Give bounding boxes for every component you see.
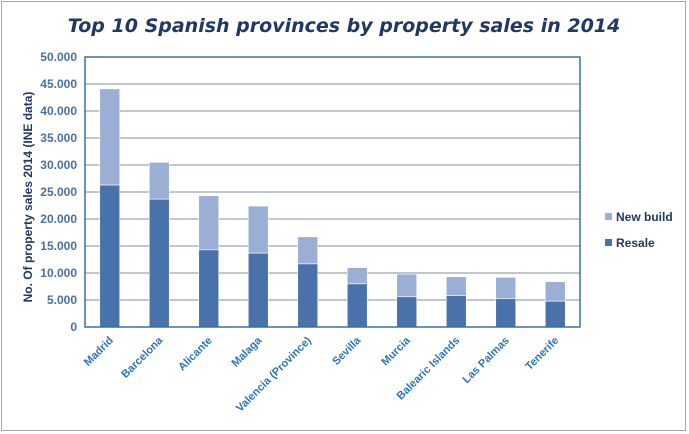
- bar-new-build: [495, 277, 517, 299]
- bar-new-build: [445, 276, 467, 296]
- y-tick-label: 35.000: [40, 131, 77, 145]
- legend-label: New build: [616, 210, 673, 224]
- bar-new-build: [297, 236, 319, 265]
- bar-resale: [495, 298, 517, 328]
- x-tick-label: Sevilla: [330, 334, 364, 368]
- bar-new-build: [198, 195, 220, 251]
- bar-resale: [148, 198, 170, 328]
- bar-new-build: [544, 281, 566, 302]
- y-tick-label: 45.000: [40, 77, 77, 91]
- bar-resale: [297, 263, 319, 328]
- x-tick-label: Las Palmas: [461, 335, 512, 386]
- x-tick-label: Tenerife: [523, 335, 561, 373]
- bar-resale: [247, 252, 269, 328]
- y-tick-label: 40.000: [40, 104, 77, 118]
- y-tick-label: 10.000: [40, 266, 77, 280]
- bar-resale: [198, 249, 220, 328]
- legend-swatch: [605, 239, 612, 246]
- plot-border: [84, 56, 581, 328]
- y-tick-label: 5.000: [47, 293, 77, 307]
- y-axis-label: No. Of property sales 2014 (INE data): [21, 92, 35, 303]
- x-tick-label: Murcia: [379, 334, 413, 368]
- y-tick-label: 15.000: [40, 239, 77, 253]
- y-tick-label: 30.000: [40, 158, 77, 172]
- y-tick-label: 50.000: [40, 50, 77, 64]
- bar-resale: [346, 283, 368, 328]
- legend-swatch: [605, 213, 612, 220]
- bar-resale: [445, 295, 467, 328]
- bar-new-build: [346, 267, 368, 285]
- x-tick-label: Madrid: [82, 335, 116, 369]
- y-tick-label: 20.000: [40, 212, 77, 226]
- bar-resale: [544, 300, 566, 328]
- bar-new-build: [247, 205, 269, 254]
- bar-resale: [396, 296, 418, 328]
- x-tick-label: Barcelona: [119, 334, 166, 381]
- y-tick-label: 25.000: [40, 185, 77, 199]
- y-tick-label: 0: [70, 320, 77, 334]
- bar-new-build: [396, 273, 418, 298]
- legend: New build Resale: [605, 210, 673, 250]
- x-tick-label: Alicante: [176, 335, 215, 374]
- x-tick-label: Malaga: [230, 334, 265, 369]
- bar-new-build: [99, 88, 121, 186]
- bar-new-build: [148, 162, 170, 200]
- legend-label: Resale: [616, 236, 655, 250]
- chart-title: Top 10 Spanish provinces by property sal…: [68, 15, 621, 37]
- bar-resale: [99, 184, 121, 328]
- plot-area: 0 5.000 10.000 15.000 20.000 25.000 30.000 35.0…: [40, 50, 581, 414]
